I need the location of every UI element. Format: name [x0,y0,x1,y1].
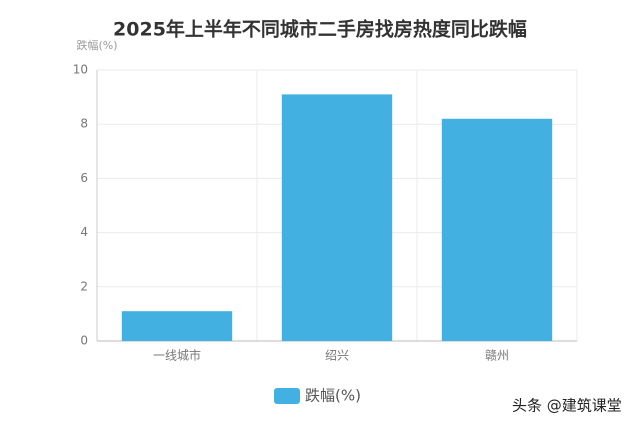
x-tick-label: 绍兴 [325,349,349,363]
y-tick-label: 8 [80,117,88,131]
y-tick-label: 10 [73,63,88,77]
bar [441,118,553,341]
bar [121,311,233,341]
legend-swatch [274,388,300,404]
bar [281,94,393,341]
y-tick-label: 2 [80,279,88,293]
legend-label: 跌幅(%) [305,387,361,405]
y-tick-label: 6 [80,171,88,185]
watermark: 头条 @建筑课堂 [512,397,622,415]
x-tick-label: 一线城市 [153,348,201,363]
y-tick-label: 4 [80,225,88,239]
y-axis-label: 跌幅(%) [76,38,117,52]
x-tick-label: 赣州 [485,349,509,363]
y-tick-label: 0 [80,334,88,348]
chart-title: 2025年上半年不同城市二手房找房热度同比跌幅 [113,18,527,41]
